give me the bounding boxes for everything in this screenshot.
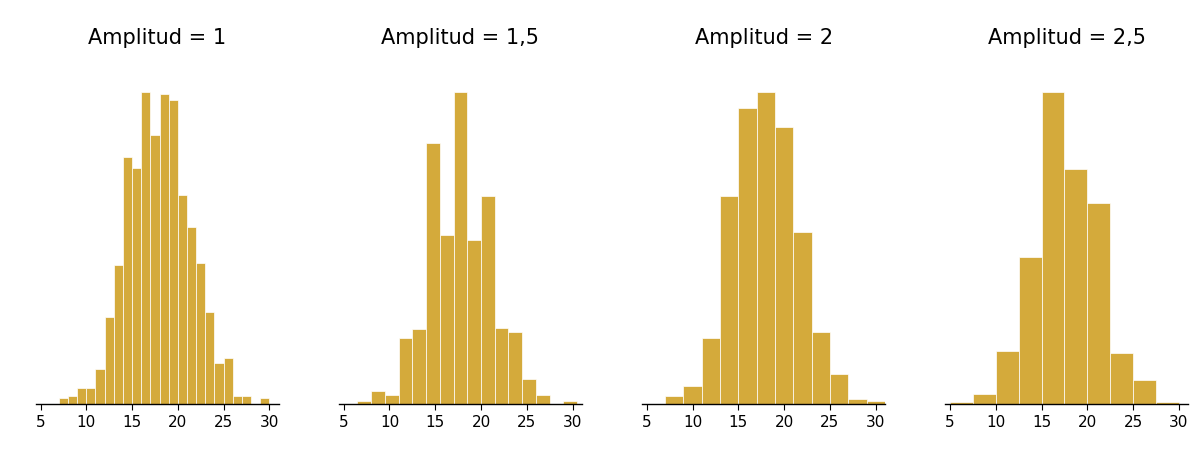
Bar <box>757 92 775 404</box>
Bar <box>1156 402 1178 404</box>
Bar <box>385 395 398 404</box>
Bar <box>398 338 413 404</box>
Bar <box>196 263 205 404</box>
Bar <box>467 240 481 404</box>
Bar <box>122 157 132 404</box>
Bar <box>1042 92 1064 404</box>
Bar <box>187 228 196 404</box>
Bar <box>371 391 385 404</box>
Bar <box>866 401 884 404</box>
Bar <box>1064 170 1087 404</box>
Bar <box>811 332 830 404</box>
Bar <box>178 196 187 404</box>
Bar <box>104 317 114 404</box>
Bar <box>454 92 467 404</box>
Bar <box>1087 203 1110 404</box>
Bar <box>536 395 550 404</box>
Bar <box>973 395 996 404</box>
Bar <box>563 401 577 404</box>
Title: Amplitud = 1: Amplitud = 1 <box>89 28 227 48</box>
Bar <box>426 144 440 404</box>
Bar <box>413 330 426 404</box>
Bar <box>233 396 242 404</box>
Bar <box>169 101 178 404</box>
Bar <box>96 369 104 404</box>
Title: Amplitud = 1,5: Amplitud = 1,5 <box>382 28 540 48</box>
Bar <box>684 386 702 404</box>
Bar <box>738 108 757 404</box>
Bar <box>260 398 269 404</box>
Bar <box>702 338 720 404</box>
Bar <box>223 358 233 404</box>
Bar <box>68 396 77 404</box>
Title: Amplitud = 2: Amplitud = 2 <box>695 28 833 48</box>
Bar <box>950 402 973 404</box>
Bar <box>160 95 169 404</box>
Bar <box>114 266 122 404</box>
Bar <box>481 196 494 404</box>
Bar <box>77 388 86 404</box>
Bar <box>358 401 371 404</box>
Bar <box>1133 380 1156 404</box>
Bar <box>1019 257 1042 404</box>
Title: Amplitud = 2,5: Amplitud = 2,5 <box>988 28 1146 48</box>
Bar <box>1110 353 1133 404</box>
Bar <box>242 396 251 404</box>
Bar <box>86 388 96 404</box>
Bar <box>440 236 454 404</box>
Bar <box>132 168 142 404</box>
Bar <box>793 233 811 404</box>
Bar <box>522 379 536 404</box>
Bar <box>59 398 68 404</box>
Bar <box>996 351 1019 404</box>
Bar <box>509 332 522 404</box>
Bar <box>142 92 150 404</box>
Bar <box>150 136 160 404</box>
Bar <box>494 328 509 404</box>
Bar <box>830 375 848 404</box>
Bar <box>205 312 215 404</box>
Bar <box>215 363 223 404</box>
Bar <box>665 397 684 404</box>
Bar <box>848 399 866 404</box>
Bar <box>720 196 738 404</box>
Bar <box>775 128 793 404</box>
